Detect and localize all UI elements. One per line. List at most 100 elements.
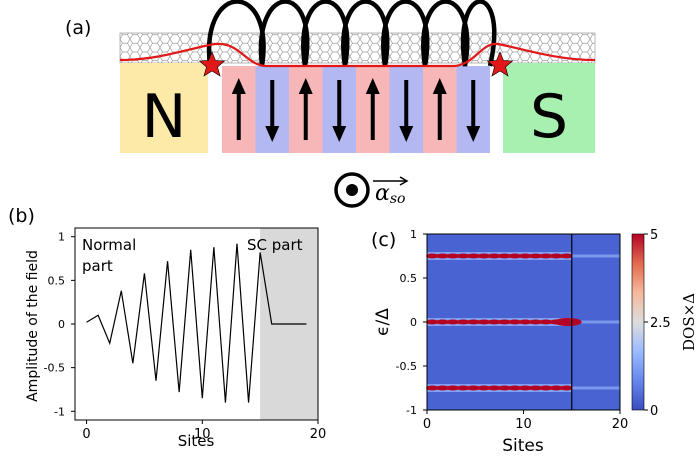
heatmap-bands xyxy=(426,252,620,392)
spin-arrow-down xyxy=(265,80,280,142)
band-peak xyxy=(457,319,470,325)
panel-b-label: (b) xyxy=(8,205,35,227)
panel-c-label: (c) xyxy=(371,229,396,251)
plot-b-xticks: 0 10 20 xyxy=(82,420,326,442)
spin-arrow-down xyxy=(466,80,481,142)
band-tail xyxy=(571,320,620,324)
ytick-label: -1 xyxy=(406,404,417,417)
band-peak xyxy=(488,385,501,391)
band-peak xyxy=(488,253,501,259)
band-peak xyxy=(467,385,480,391)
sc-part-label: SC part xyxy=(247,236,303,254)
xtick-label: 20 xyxy=(612,417,629,432)
ytick-label: 1 xyxy=(58,231,65,244)
band-peak xyxy=(529,253,542,259)
colorbar-tick-label: 5 xyxy=(650,228,658,243)
band-peak xyxy=(539,319,552,325)
band-tail xyxy=(571,386,620,390)
band-peak xyxy=(498,319,511,325)
band-peak xyxy=(498,385,511,391)
band-peak xyxy=(519,319,532,325)
sc-lead-label: S xyxy=(530,82,568,152)
spin-helix-coil xyxy=(206,0,497,67)
spin-arrow-up xyxy=(432,78,447,140)
xtick-label: 20 xyxy=(310,427,327,442)
normal-lead-label: N xyxy=(142,82,187,152)
plot-b-xlabel: Sites xyxy=(178,432,215,450)
field-amplitude-line xyxy=(86,243,307,403)
colorbar-ticks: 52.50 xyxy=(644,228,671,419)
plot-c-xticks: 0 10 20 xyxy=(423,410,628,432)
panel-b: (b) Normal part SC part 1 0.5 0 -0.5 -1 0 10 2… xyxy=(8,205,326,450)
band-peak xyxy=(477,385,490,391)
band-peak xyxy=(488,319,501,325)
band-peak xyxy=(426,319,439,325)
ytick-label: 0.5 xyxy=(400,272,418,285)
normal-part-label-line2: part xyxy=(82,257,113,275)
superconducting-lead xyxy=(503,63,595,153)
vector-arrow-head xyxy=(399,176,409,186)
ytick-label: 0 xyxy=(58,318,65,331)
panel-c: (c) 10.50-0.5-1 0 10 20 ϵ/Δ Sites 52.50 DO… xyxy=(371,228,696,456)
band-peak xyxy=(498,253,511,259)
xtick-label: 10 xyxy=(515,417,532,432)
band-peak xyxy=(436,385,449,391)
band-tail xyxy=(571,254,620,258)
panel-a: (a) N S αso xyxy=(65,0,596,208)
out-of-plane-dot xyxy=(346,184,358,196)
ytick-label: -0.5 xyxy=(396,360,417,373)
ytick-label: 0 xyxy=(410,316,417,329)
plot-b-ylabel: Amplitude of the field xyxy=(25,250,41,402)
spin-arrow-up xyxy=(298,78,313,140)
spin-arrow-up xyxy=(365,78,380,140)
band-peak xyxy=(477,319,490,325)
band-peak xyxy=(560,385,573,391)
band-peak xyxy=(539,253,552,259)
band-peak xyxy=(519,385,532,391)
ytick-label: -1 xyxy=(54,405,65,418)
band-peak xyxy=(426,385,439,391)
plot-c-yticks: 1 0.5 0 -0.5 -1 xyxy=(396,228,427,417)
normal-part-label-line1: Normal xyxy=(82,236,136,254)
band-peak xyxy=(508,253,521,259)
field-profile-curve xyxy=(119,42,596,68)
band-peak xyxy=(539,385,552,391)
band-peak xyxy=(508,385,521,391)
band-peak xyxy=(519,253,532,259)
band-peak xyxy=(550,253,563,259)
xtick-label: 0 xyxy=(82,427,90,442)
graphene-sheet xyxy=(119,32,596,64)
ytick-label: -0.5 xyxy=(44,362,65,375)
impurity-star-left xyxy=(198,51,226,77)
band-peak xyxy=(426,253,439,259)
colorbar-tick-label: 0 xyxy=(650,404,658,419)
band-peak xyxy=(560,253,573,259)
band-peak xyxy=(467,253,480,259)
colorbar-label: DOS×Δ xyxy=(680,293,696,351)
xtick-label: 0 xyxy=(423,417,431,432)
band-peak xyxy=(550,385,563,391)
band-peak xyxy=(467,319,480,325)
band-peak xyxy=(446,385,459,391)
spin-arrow-down xyxy=(332,80,347,142)
band-peak xyxy=(446,253,459,259)
band-peak xyxy=(477,253,490,259)
xtick-label: 10 xyxy=(194,427,211,442)
plot-c-xlabel: Sites xyxy=(502,436,544,456)
band-peak xyxy=(457,385,470,391)
colorbar-tick-label: 2.5 xyxy=(650,316,671,331)
plot-c-ylabel: ϵ/Δ xyxy=(373,308,393,336)
interface-peak xyxy=(553,318,582,326)
band-peak xyxy=(446,319,459,325)
out-of-plane-symbol xyxy=(334,172,370,208)
plot-b-yticks: 1 0.5 0 -0.5 -1 xyxy=(44,231,75,418)
colorbar xyxy=(631,233,645,411)
spin-chain xyxy=(222,66,490,153)
band-peak xyxy=(457,253,470,259)
band-peak xyxy=(529,385,542,391)
panel-a-label: (a) xyxy=(65,17,91,39)
band-peak xyxy=(508,319,521,325)
ytick-label: 0.5 xyxy=(48,274,66,287)
spin-arrow-up xyxy=(231,78,246,140)
normal-lead xyxy=(120,63,208,153)
